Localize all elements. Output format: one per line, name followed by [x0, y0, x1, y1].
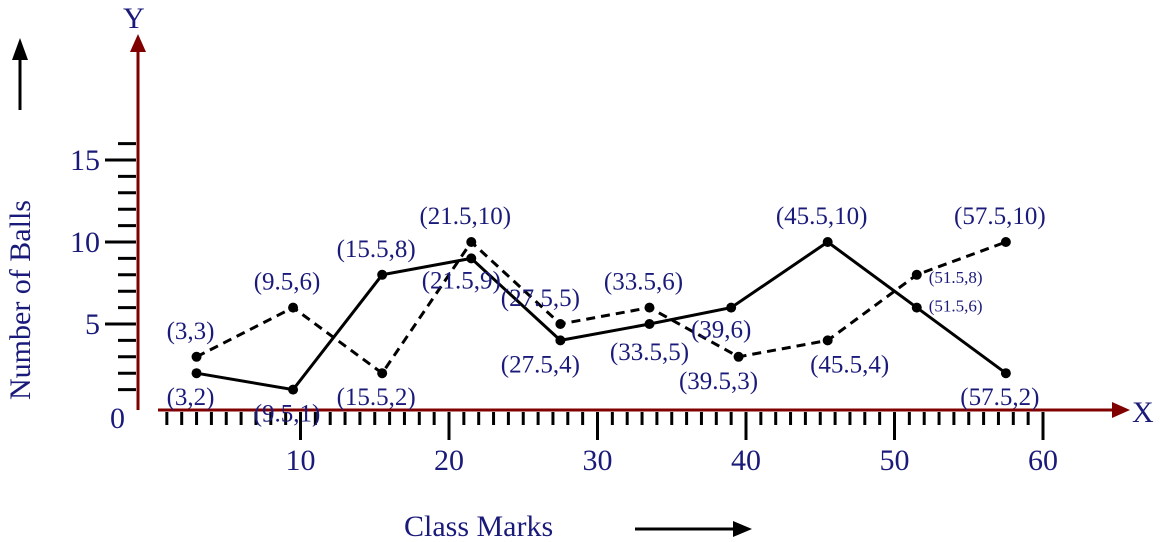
x-tick-label: 50 [880, 444, 910, 477]
y-tick-labels: 5 10 15 [70, 144, 100, 341]
point-label: (51.5,6) [929, 297, 983, 316]
data-point [466, 253, 477, 264]
y-tick-label: 10 [70, 226, 100, 259]
data-point [822, 335, 833, 346]
solid-series-line [196, 240, 1007, 392]
axes [130, 34, 1130, 418]
dashed-series-line [195, 239, 1007, 376]
point-label: (3,3) [167, 318, 215, 345]
point-label: (15.5,2) [337, 384, 416, 411]
data-point [644, 302, 655, 313]
data-point [733, 351, 744, 362]
data-point [288, 302, 299, 313]
x-tick-label: 40 [731, 444, 761, 477]
series-layer [191, 237, 1011, 395]
point-label: (9.5,1) [254, 401, 321, 428]
x-axis-label: Class Marks [404, 510, 553, 542]
point-label: (45.5,4) [810, 351, 889, 378]
x-tick-label: 30 [583, 444, 613, 477]
point-label: (57.5,2) [960, 384, 1039, 411]
y-axis-arrow [130, 34, 146, 52]
data-point [555, 335, 566, 346]
point-label: (21.5,10) [419, 203, 511, 230]
x-tick-label: 60 [1028, 444, 1058, 477]
point-label: (15.5,8) [337, 236, 416, 263]
x-tick-labels: 10 20 30 40 50 60 [286, 444, 1059, 477]
y-axis-letter: Y [123, 2, 145, 35]
data-point [191, 368, 202, 379]
data-point [726, 302, 737, 313]
data-point [911, 302, 922, 313]
point-label: (45.5,10) [776, 203, 868, 230]
data-point [288, 384, 299, 395]
point-label: (39.5,3) [679, 368, 758, 395]
data-point [191, 351, 202, 362]
point-label: (3,2) [167, 384, 215, 411]
data-point [1000, 237, 1011, 247]
y-tick-label: 15 [70, 144, 100, 177]
point-labels: (3,2) (9.5,1) (15.5,8)(21.5,9) (27.5,4) (33.… [167, 203, 1046, 428]
data-point [377, 368, 388, 379]
x-axis-letter: X [1132, 396, 1154, 429]
point-label: (21.5,9) [422, 267, 501, 294]
point-label: (33.5,5) [610, 339, 689, 366]
data-point [466, 237, 477, 247]
data-point [644, 319, 655, 329]
point-label: (39,6) [691, 317, 751, 344]
y-tick-label: 5 [85, 308, 100, 341]
point-label: (9.5,6) [254, 269, 321, 296]
point-label: (33.5,6) [604, 269, 683, 296]
data-point [822, 237, 833, 247]
x-tick-label: 20 [434, 444, 464, 477]
point-label: (51.5,8) [929, 268, 983, 287]
point-label: (57.5,10) [954, 203, 1046, 230]
origin-label: 0 [110, 402, 125, 435]
axis-ticks [105, 142, 1045, 440]
x-label-arrow-icon [635, 521, 752, 537]
data-point [911, 269, 922, 280]
x-tick-label: 10 [286, 444, 316, 477]
point-label: (27.5,4) [501, 351, 580, 378]
point-label: (27.5,5) [501, 285, 580, 312]
data-point [377, 269, 388, 280]
y-label-arrow-icon [12, 38, 28, 110]
y-axis-label: Number of Balls [4, 200, 37, 400]
data-point [1000, 368, 1011, 379]
x-axis-arrow [1112, 402, 1130, 418]
data-point [555, 319, 566, 329]
